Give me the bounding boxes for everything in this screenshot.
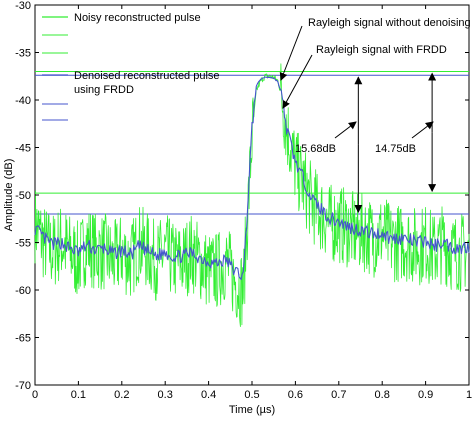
arrow-delta-noisy <box>411 121 434 139</box>
y-tick-label: -40 <box>15 95 31 107</box>
x-tick-label: 0.8 <box>375 389 390 401</box>
y-tick-label: -70 <box>15 380 31 392</box>
y-tick-label: -50 <box>15 190 31 202</box>
y-tick-label: -35 <box>15 48 31 60</box>
arrow-rayleigh-with <box>282 54 313 109</box>
y-tick-label: -30 <box>15 0 31 12</box>
series-noisy-line <box>34 63 470 328</box>
y-tick-label: -55 <box>15 238 31 250</box>
annotation-rayleigh-with: Rayleigh signal with FRDD <box>316 44 447 56</box>
arrow-delta-denoised <box>334 121 357 139</box>
plot-frame <box>34 4 470 386</box>
reference-lines <box>35 71 469 215</box>
y-tick-label: -45 <box>15 143 31 155</box>
legend-denoised-label: Denoised reconstructed pulse using FRDD <box>74 70 220 96</box>
legend-noisy-label: Noisy reconstructed pulse <box>74 12 201 24</box>
x-axis-title: Time (µs) <box>229 404 275 416</box>
y-axis-title: Amplitude (dB) <box>3 159 15 232</box>
measurement-arrows <box>354 72 437 213</box>
x-tick-label: 0.9 <box>418 389 433 401</box>
x-tick-label: 0.1 <box>71 389 86 401</box>
x-tick-label: 0 <box>32 389 38 401</box>
x-tick-label: 1 <box>466 389 472 401</box>
x-tick-label: 0.4 <box>201 389 216 401</box>
axes: 0 0.1 0.2 0.3 0.4 0.5 0.6 0.7 0.8 0.9 1 -30 -35 -40 -4… <box>3 0 472 416</box>
series-denoised-line <box>34 76 470 281</box>
annotations: Rayleigh signal without denoising Raylei… <box>279 17 471 213</box>
x-tick-label: 0.7 <box>331 389 346 401</box>
x-tick-label: 0.3 <box>158 389 173 401</box>
plot-area <box>34 4 470 386</box>
y-tick-label: -60 <box>15 285 31 297</box>
annotation-delta-denoised: 15.68dB <box>295 143 336 155</box>
annotation-delta-noisy: 14.75dB <box>375 143 416 155</box>
series-layer <box>34 63 470 328</box>
x-tick-label: 0.2 <box>114 389 129 401</box>
y-tick-label: -65 <box>15 333 31 345</box>
arrow-rayleigh-without <box>279 25 303 81</box>
legend: Noisy reconstructed pulse Denoised recon… <box>42 12 220 121</box>
x-tick-label: 0.5 <box>244 389 259 401</box>
x-tick-label: 0.6 <box>288 389 303 401</box>
annotation-rayleigh-without: Rayleigh signal without denoising <box>308 17 471 29</box>
